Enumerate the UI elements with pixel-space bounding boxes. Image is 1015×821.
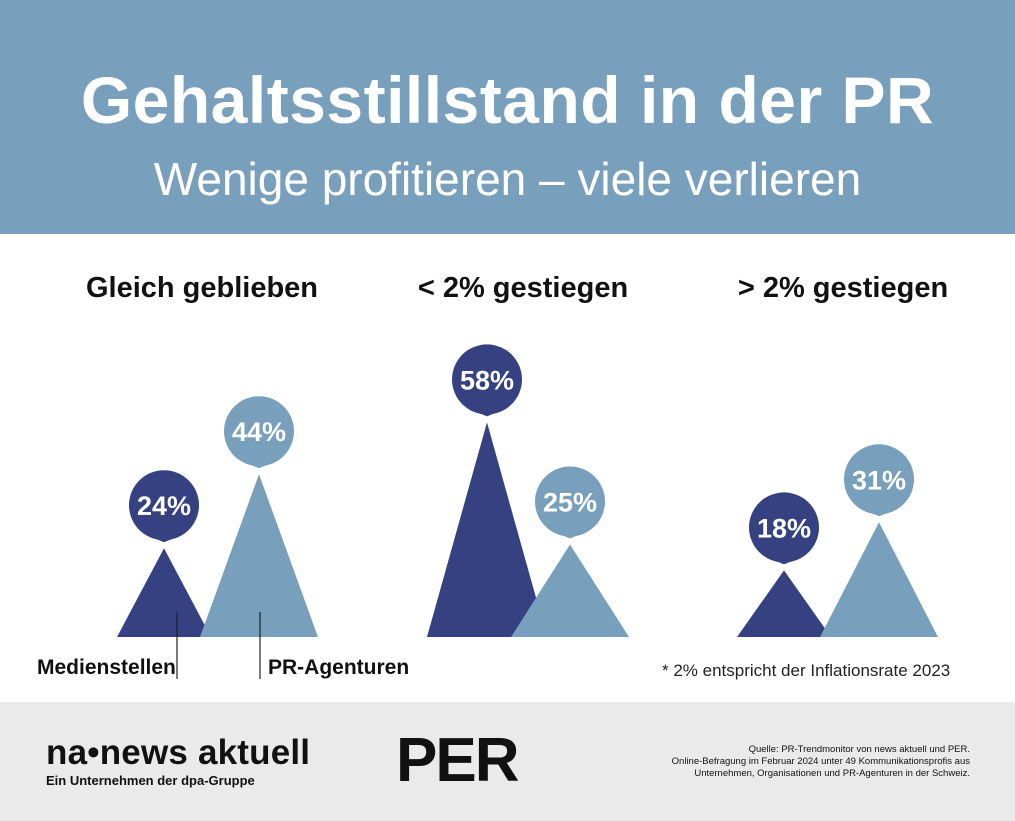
triangle-medienstellen <box>117 548 211 637</box>
data-label: 18% <box>757 513 811 543</box>
legend-medienstellen: Medienstellen <box>37 656 176 679</box>
news-aktuell-tagline: Ein Unternehmen der dpa-Gruppe <box>46 773 255 788</box>
value-bubble <box>224 396 294 467</box>
group-title-unter-2: < 2% gestiegen <box>417 272 629 304</box>
chart-group-0: 24% 44% <box>117 396 318 637</box>
chart-group-2: 18% 31% <box>737 444 938 637</box>
group-title-gleich: Gleich geblieben <box>85 272 319 304</box>
triangle-medienstellen <box>737 570 831 637</box>
footer <box>0 702 1015 821</box>
value-bubble <box>452 344 522 415</box>
legend-pr-agenturen: PR-Agenturen <box>268 656 410 679</box>
page-subtitle: Wenige profitieren – viele verlieren <box>153 153 862 205</box>
source-note: Quelle: PR-Trendmonitor von news aktuell… <box>640 744 970 780</box>
header-banner: Gehaltsstillstand in der PR Wenige profi… <box>0 0 1015 234</box>
chart-group-1: 58% 25% <box>427 344 629 637</box>
source-line: Quelle: PR-Trendmonitor von news aktuell… <box>748 744 970 755</box>
footnote: * 2% entspricht der Inflationsrate 2023 <box>662 661 951 680</box>
data-label: 31% <box>852 465 906 495</box>
source-line: Online-Befragung im Februar 2024 unter 4… <box>671 756 970 767</box>
data-label: 24% <box>137 491 191 521</box>
source-line: Unternehmen, Organisationen und PR-Agent… <box>694 768 970 779</box>
data-label: 44% <box>232 417 286 447</box>
value-bubble <box>844 444 914 515</box>
data-label: 25% <box>543 488 597 518</box>
triangle-pr-agenturen <box>511 544 629 637</box>
group-title-ueber-2: > 2% gestiegen <box>737 272 949 304</box>
data-label: 58% <box>460 365 514 395</box>
triangle-medienstellen <box>427 422 547 637</box>
page-title: Gehaltsstillstand in der PR <box>80 63 935 137</box>
triangle-pr-agenturen <box>200 474 318 637</box>
value-bubble <box>129 470 199 541</box>
news-aktuell-logo: na•news aktuell <box>46 733 311 772</box>
value-bubble <box>749 492 819 563</box>
per-logo: PER <box>396 726 519 795</box>
triangle-pr-agenturen <box>820 522 938 637</box>
value-bubble <box>535 466 605 537</box>
